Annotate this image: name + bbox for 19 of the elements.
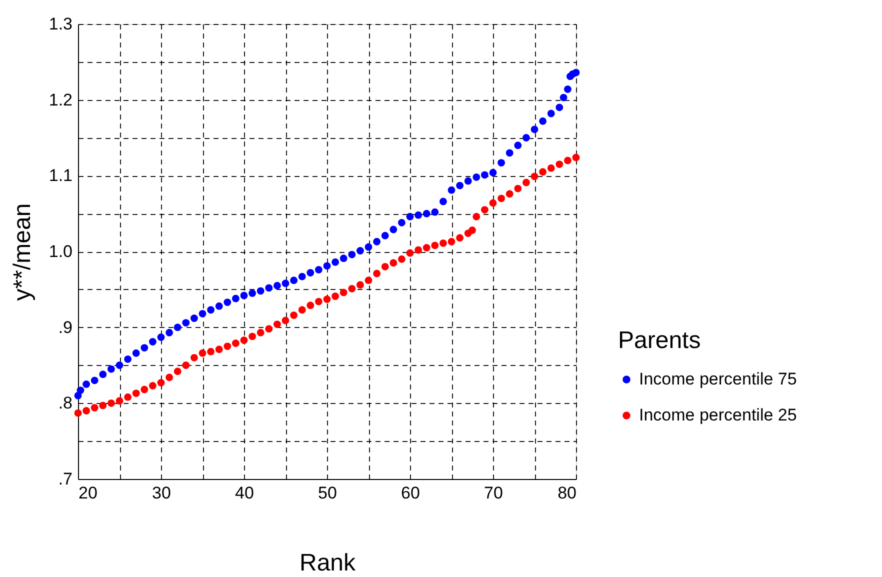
y-tick-label: 1.0	[48, 242, 72, 261]
y-tick-label: 1.3	[48, 14, 72, 34]
x-tick-label: 40	[235, 484, 254, 502]
y-tick-label: 1.2	[48, 90, 72, 110]
x-tick-label: 70	[484, 484, 503, 502]
y-tick-label: .9	[58, 318, 72, 337]
y-tick-label: .7	[58, 470, 72, 488]
legend-label: Income percentile 25	[639, 406, 797, 424]
x-axis-title: Rank	[299, 550, 357, 576]
y-tick-label: .8	[58, 394, 72, 413]
x-tick-label: 60	[401, 484, 420, 502]
legend-label: Income percentile 75	[639, 370, 797, 388]
y-tick-label: 1.1	[48, 166, 72, 186]
x-tick-label: 20	[78, 484, 98, 502]
y-axis-title: y**/mean	[8, 203, 36, 301]
x-tick-label: 50	[318, 484, 337, 502]
x-tick-label: 80	[558, 484, 576, 502]
legend-title: Parents	[618, 327, 701, 354]
x-tick-label: 30	[152, 484, 171, 502]
